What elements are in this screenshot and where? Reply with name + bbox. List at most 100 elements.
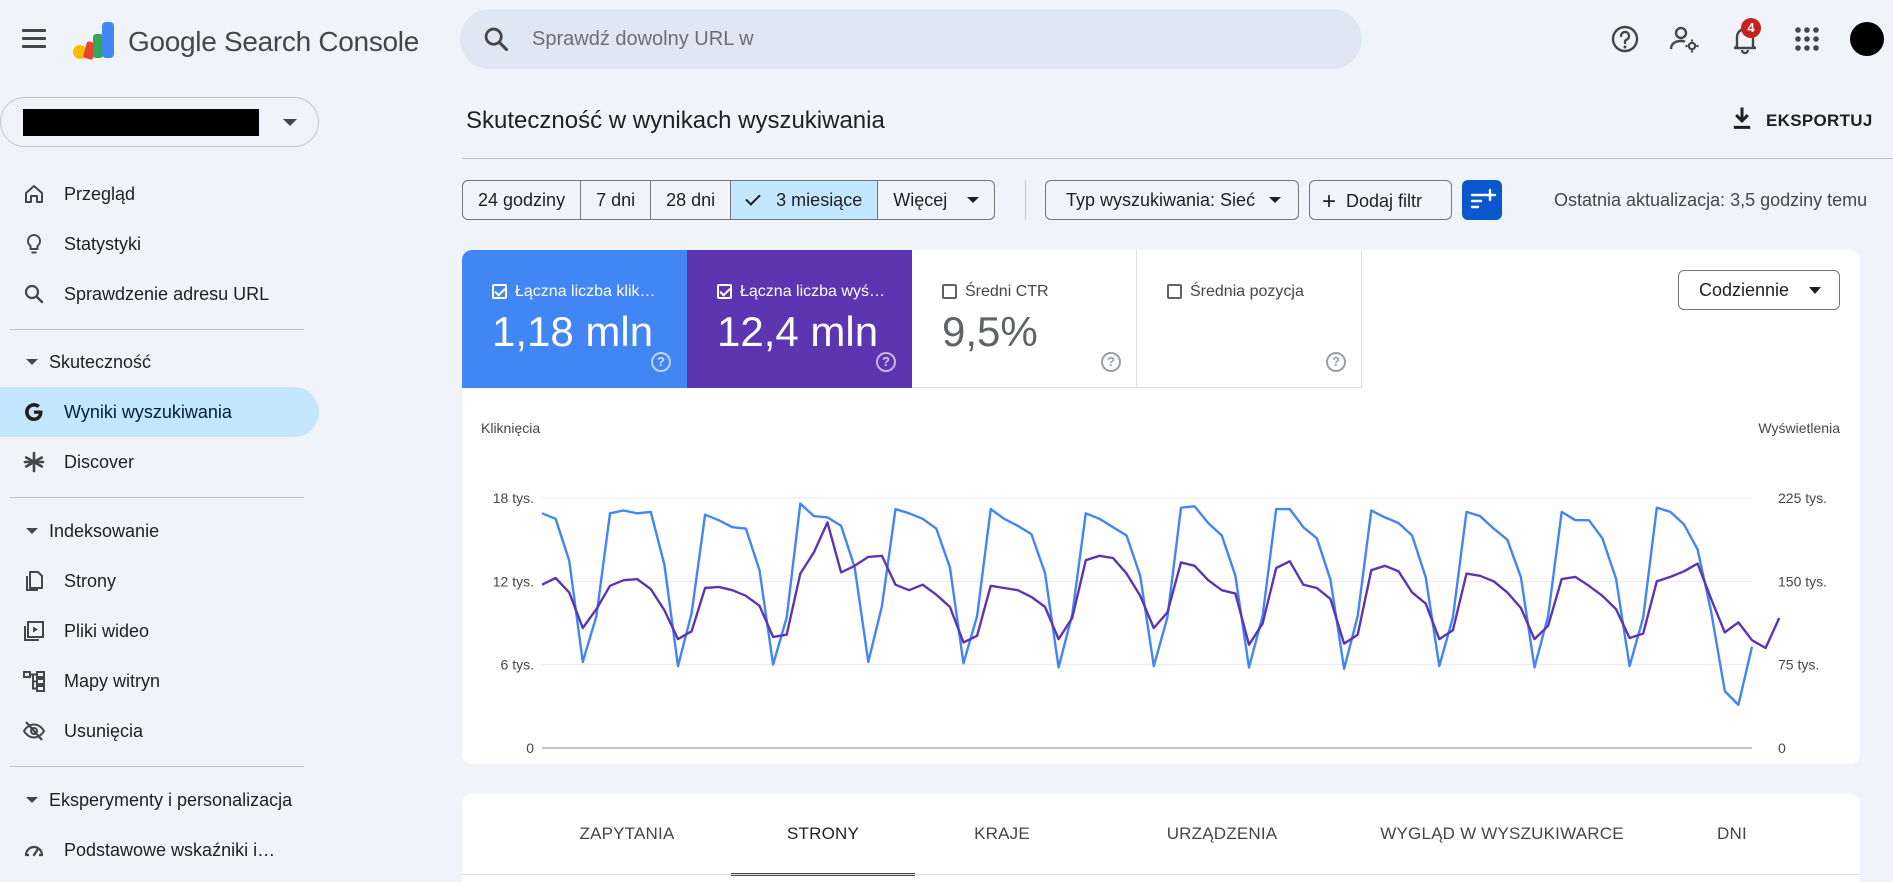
apps-grid-icon[interactable] <box>1790 22 1824 56</box>
sitemap-icon <box>23 671 45 692</box>
filter-divider <box>1025 180 1026 220</box>
date-range-label: 7 dni <box>596 190 636 210</box>
metric-label: Łączna liczba wyś… <box>717 281 885 301</box>
asterisk-icon <box>23 451 45 473</box>
add-filter-button[interactable]: + Dodaj filtr <box>1309 180 1452 220</box>
url-inspect-search[interactable] <box>460 9 1362 69</box>
filter-settings-button[interactable] <box>1462 180 1502 220</box>
top-bar: Google Search Console 4 <box>0 0 1893 80</box>
right-axis-tick-label: 225 tys. <box>1778 490 1827 506</box>
sidebar-item-label: Pliki wideo <box>64 621 150 641</box>
sidebar-divider <box>10 766 304 767</box>
help-icon[interactable]: ? <box>1101 352 1121 372</box>
gauge-icon <box>24 845 44 857</box>
dropdown-arrow-icon <box>1809 287 1821 294</box>
sidebar-section-label: Eksperymenty i personalizacja <box>49 790 293 810</box>
sidebar-item-label: Strony <box>64 571 117 591</box>
date-range-28d[interactable]: 28 dni <box>651 181 732 219</box>
property-selector[interactable] <box>0 97 319 147</box>
date-range-7d[interactable]: 7 dni <box>581 181 652 219</box>
metric-average-position[interactable]: Średnia pozycja ? <box>1137 250 1362 388</box>
tab-countries[interactable]: KRAJE <box>974 824 1030 843</box>
right-axis-tick-label: 150 tys. <box>1778 573 1827 589</box>
help-icon[interactable]: ? <box>1326 352 1346 372</box>
sidebar-item-usuniecia[interactable]: Usunięcia <box>0 706 319 756</box>
sidebar-section-skutecznosc[interactable]: Skuteczność <box>0 342 319 382</box>
last-update-text: Ostatnia aktualizacja: 3,5 godziny temu <box>1554 190 1868 210</box>
metric-value: 1,18 mln <box>492 308 654 355</box>
help-icon[interactable]: ? <box>651 352 671 372</box>
tab-pages[interactable]: STRONY <box>731 794 915 876</box>
sidebar-section-eksperymenty[interactable]: Eksperymenty i personalizacja <box>0 780 319 820</box>
search-icon <box>24 284 44 304</box>
sidebar-item-przeglad[interactable]: Przegląd <box>0 169 319 219</box>
export-label: EKSPORTUJ <box>1766 111 1873 130</box>
right-axis-title: Wyświetlenia <box>1758 420 1840 436</box>
impressions-series-line <box>541 521 1781 650</box>
metric-label-text: Średnia pozycja <box>1190 283 1304 300</box>
left-axis-tick-label: 6 tys. <box>501 657 534 673</box>
checkbox-checked-icon[interactable] <box>492 284 507 299</box>
menu-icon[interactable] <box>20 26 48 50</box>
metric-total-impressions[interactable]: Łączna liczba wyś… 12,4 mln ? <box>687 250 912 388</box>
granularity-label: Codziennie <box>1699 280 1790 300</box>
sidebar-item-search-results[interactable]: Wyniki wyszukiwania <box>0 387 319 437</box>
search-console-logo <box>73 22 114 60</box>
metric-average-ctr[interactable]: Średni CTR 9,5% ? <box>912 250 1137 388</box>
add-filter-label: Dodaj filtr <box>1346 191 1423 211</box>
tab-search-appearance[interactable]: WYGLĄD W WYSZUKIWARCE <box>1380 824 1624 843</box>
google-g-icon <box>25 403 43 421</box>
metric-label: Średnia pozycja <box>1167 281 1304 301</box>
sidebar-item-statystyki[interactable]: Statystyki <box>0 219 319 269</box>
manage-users-icon[interactable] <box>1668 22 1702 56</box>
date-range-label: 28 dni <box>666 190 716 210</box>
tab-days[interactable]: DNI <box>1717 824 1747 843</box>
left-axis-tick-label: 0 <box>526 740 534 756</box>
search-type-filter[interactable]: Typ wyszukiwania: Sieć <box>1045 180 1299 220</box>
sidebar-item-url-inspection[interactable]: Sprawdzenie adresu URL <box>0 269 319 319</box>
sidebar-item-label: Statystyki <box>64 234 142 254</box>
sidebar-divider <box>10 329 304 330</box>
sidebar-item-label: Discover <box>64 452 135 472</box>
date-range-more[interactable]: Więcej <box>878 181 994 219</box>
left-axis-tick-label: 12 tys. <box>493 573 534 589</box>
metric-label-text: Łączna liczba wyś… <box>740 283 885 300</box>
sidebar-item-label: Przegląd <box>64 184 136 204</box>
collapse-triangle-icon <box>26 359 38 365</box>
date-range-24h[interactable]: 24 godziny <box>463 181 582 219</box>
checkbox-unchecked-icon[interactable] <box>942 284 957 299</box>
granularity-dropdown[interactable]: Codziennie <box>1678 270 1840 310</box>
date-range-3m[interactable]: 3 miesiące <box>731 181 879 219</box>
help-icon[interactable]: ? <box>876 352 896 372</box>
date-range-label: 24 godziny <box>478 190 566 210</box>
sidebar-item-mapy-witryn[interactable]: Mapy witryn <box>0 656 319 706</box>
help-icon[interactable] <box>1608 22 1642 56</box>
dropdown-arrow-icon <box>967 197 980 203</box>
notifications-badge: 4 <box>1741 18 1761 38</box>
sidebar-divider <box>10 497 304 498</box>
pages-icon <box>26 571 43 591</box>
sidebar-item-discover[interactable]: Discover <box>0 437 319 487</box>
left-axis-title: Kliknięcia <box>481 420 540 436</box>
sidebar-section-label: Indeksowanie <box>49 521 160 541</box>
checkbox-checked-icon[interactable] <box>717 284 732 299</box>
right-axis-tick-label: 0 <box>1778 740 1786 756</box>
avatar[interactable] <box>1850 22 1884 56</box>
app-title[interactable]: Google Search Console <box>128 26 419 57</box>
property-name-redacted <box>23 109 259 136</box>
filter-list-icon <box>1470 188 1497 209</box>
metric-total-clicks[interactable]: Łączna liczba klik… 1,18 mln ? <box>462 250 687 388</box>
clicks-series-line <box>541 502 1754 707</box>
search-input[interactable] <box>532 21 1312 57</box>
sidebar-item-strony[interactable]: Strony <box>0 556 319 606</box>
checkbox-unchecked-icon[interactable] <box>1167 284 1182 299</box>
sidebar-section-indeksowanie[interactable]: Indeksowanie <box>0 511 319 551</box>
sidebar-item-core-web-vitals[interactable]: Podstawowe wskaźniki i… <box>0 825 319 875</box>
lightbulb-icon <box>26 233 42 254</box>
tab-queries[interactable]: ZAPYTANIA <box>579 824 675 843</box>
left-axis-tick-label: 18 tys. <box>493 490 534 506</box>
tab-devices[interactable]: URZĄDZENIA <box>1166 824 1278 843</box>
plus-icon: + <box>1322 188 1337 215</box>
dimension-tabs-card: ZAPYTANIA STRONY KRAJE URZĄDZENIA WYGLĄD… <box>462 794 1860 882</box>
sidebar-item-pliki-wideo[interactable]: Pliki wideo <box>0 606 319 656</box>
